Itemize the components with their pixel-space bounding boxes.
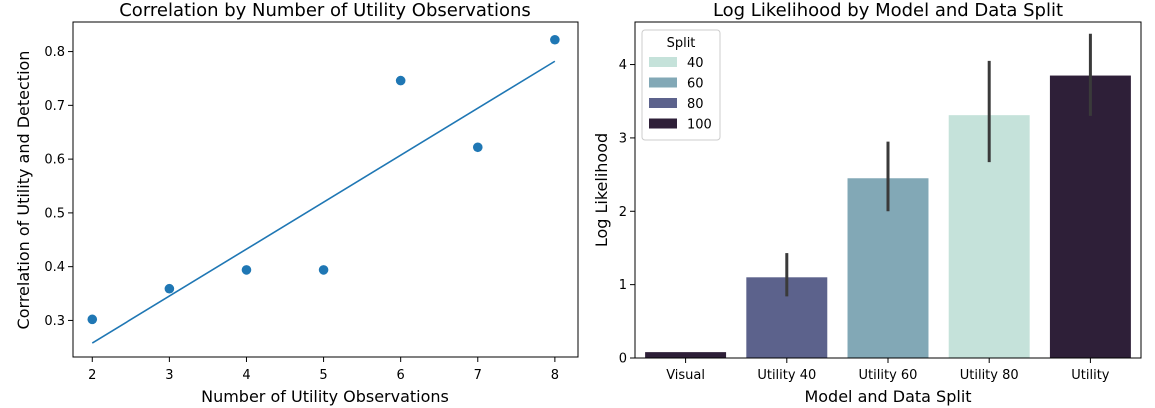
bar-plot-frame	[634, 21, 1142, 359]
scatter-x-tick-label: 8	[551, 368, 559, 383]
scatter-point	[318, 265, 329, 275]
bar-title: Log Likelihood by Model and Data Split	[713, 0, 1063, 21]
bar	[1049, 75, 1131, 358]
bar-y-axis-label: Log Likelihood	[592, 133, 611, 247]
scatter-point	[395, 75, 406, 86]
bar-y-tick-label: 3	[619, 131, 627, 146]
legend: Split 40 60 80 100	[641, 29, 721, 141]
scatter-point	[87, 314, 98, 325]
scatter-x-tick-label: 2	[88, 368, 96, 383]
legend-label: 100	[687, 118, 712, 133]
bar-y-tick-label: 0	[619, 352, 627, 367]
scatter-y-tick-label: 0.5	[44, 206, 65, 221]
scatter-y-tick-label: 0.4	[44, 260, 65, 275]
scatter-y-tick-label: 0.8	[44, 45, 65, 60]
scatter-chart: Correlation by Number of Utility Observa…	[14, 0, 579, 406]
legend-label: 80	[687, 97, 704, 112]
legend-swatch	[649, 57, 677, 67]
scatter-y-tick-label: 0.3	[44, 314, 65, 329]
bar-x-tick-label: Visual	[666, 368, 705, 383]
bar-x-tick-label: Utility 40	[757, 368, 816, 383]
scatter-x-tick-label: 6	[397, 368, 405, 383]
legend-label: 60	[687, 77, 704, 92]
bar-x-tick-label: Utility 60	[859, 368, 918, 383]
scatter-y-axis-label: Correlation of Utility and Detection	[14, 51, 33, 330]
bar-chart: Log Likelihood by Model and Data Split 0…	[592, 0, 1142, 406]
legend-label: 40	[687, 56, 704, 71]
scatter-point	[472, 142, 483, 153]
scatter-x-tick-label: 7	[474, 368, 482, 383]
legend-swatch	[649, 98, 677, 108]
bar-y-tick-label: 2	[619, 205, 627, 220]
scatter-x-tick-label: 5	[319, 368, 327, 383]
scatter-point	[241, 265, 252, 275]
bar-x-axis-label: Model and Data Split	[804, 387, 971, 406]
scatter-y-tick-label: 0.7	[44, 99, 65, 114]
scatter-x-tick-label: 3	[165, 368, 173, 383]
scatter-x-axis-label: Number of Utility Observations	[201, 387, 449, 406]
legend-title: Split	[667, 36, 696, 51]
scatter-plot-frame	[72, 21, 579, 358]
bar-x-tick-label: Utility	[1071, 368, 1110, 383]
scatter-fit-line	[91, 60, 556, 344]
bar-y-tick-label: 4	[619, 58, 627, 73]
bar	[645, 352, 727, 358]
scatter-y-tick-label: 0.6	[44, 153, 65, 168]
legend-swatch	[649, 77, 677, 88]
scatter-x-tick-label: 4	[242, 368, 250, 383]
bar-x-tick-label: Utility 80	[960, 368, 1019, 383]
legend-swatch	[649, 118, 677, 129]
scatter-point	[164, 283, 175, 294]
scatter-title: Correlation by Number of Utility Observa…	[119, 0, 531, 21]
scatter-point	[550, 34, 560, 45]
bar-y-tick-label: 1	[619, 278, 627, 293]
